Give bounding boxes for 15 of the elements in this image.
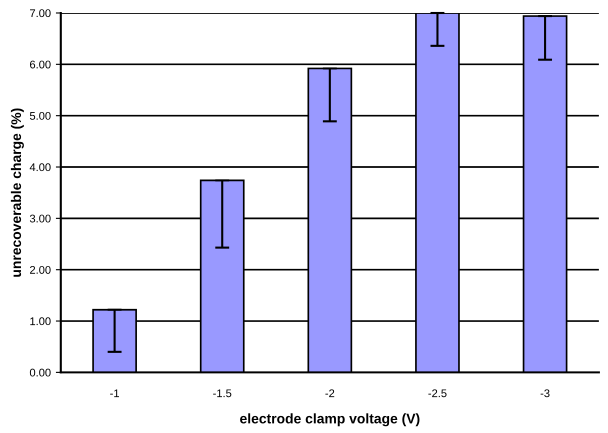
y-tick-label: 4.00 [30,163,51,172]
x-tick-label: -3 [540,389,550,398]
x-tick-label: -1.5 [213,389,232,398]
y-tick-label: 7.00 [30,9,51,18]
y-tick-label: 3.00 [30,214,51,222]
y-tick-label: 0.00 [30,368,51,377]
x-axis-title: electrode clamp voltage (V) [240,413,420,426]
y-axis-title: unrecoverable charge (%) [10,108,24,277]
y-tick-label: 1.00 [30,317,51,326]
y-tick-label: 2.00 [30,266,51,274]
y-tick-label: 5.00 [30,112,51,120]
x-tick-label: -2 [325,389,334,398]
x-tick-label: -1 [110,389,120,398]
x-tick-label: -2.5 [428,389,447,398]
y-tick-label: 6.00 [30,60,51,68]
